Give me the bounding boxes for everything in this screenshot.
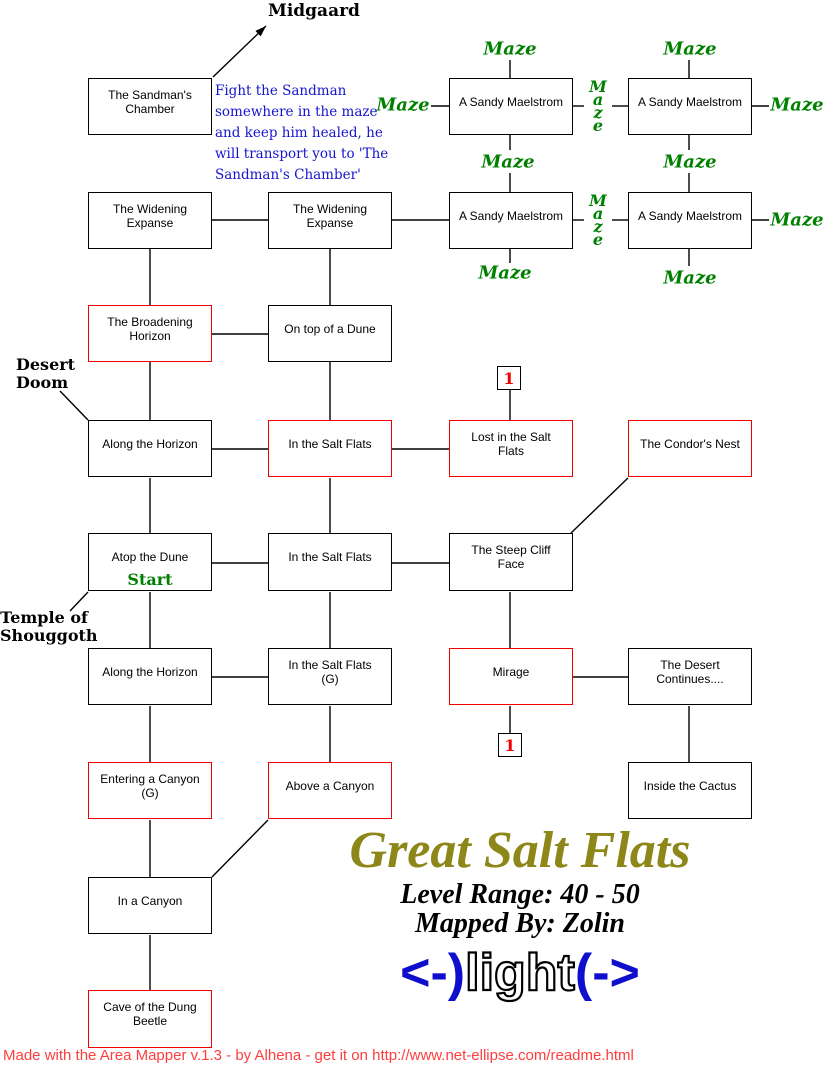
room-in-the-salt-flats-1: In the Salt Flats bbox=[268, 420, 392, 477]
connector-line bbox=[69, 591, 89, 612]
desert-doom-line1: Desert bbox=[16, 355, 76, 374]
room-sandy-maelstrom-3: A Sandy Maelstrom bbox=[449, 192, 573, 249]
desert-doom-label: Desert Doom bbox=[16, 356, 75, 392]
maze-label: Maze bbox=[478, 262, 532, 284]
room-in-a-canyon: In a Canyon bbox=[88, 877, 212, 934]
room-sandy-maelstrom-1: A Sandy Maelstrom bbox=[449, 78, 573, 135]
start-label: Start bbox=[127, 570, 173, 589]
room-label: The Broadening Horizon bbox=[107, 315, 193, 343]
room-in-the-salt-flats-g: In the Salt Flats (G) bbox=[268, 648, 392, 705]
maze-label: M a z e bbox=[589, 191, 607, 249]
room-steep-cliff-face: The Steep Cliff Face bbox=[449, 533, 573, 591]
room-label: A Sandy Maelstrom bbox=[637, 209, 743, 223]
mapped-by-label: Mapped By: Zolin bbox=[415, 908, 625, 939]
room-widening-expanse-2: The Widening Expanse bbox=[268, 192, 392, 249]
room-label: The Widening Expanse bbox=[112, 202, 188, 230]
room-condors-nest: The Condor's Nest bbox=[628, 420, 752, 477]
room-label: Along the Horizon bbox=[102, 665, 198, 679]
note-line: somewhere in the maze bbox=[215, 104, 378, 120]
room-label: In the Salt Flats (G) bbox=[288, 658, 372, 686]
logo-left-bracket: <-) bbox=[400, 944, 466, 1002]
room-label: The Widening Expanse bbox=[292, 202, 368, 230]
midgaard-arrow bbox=[212, 25, 267, 78]
room-on-top-of-a-dune: On top of a Dune bbox=[268, 305, 392, 362]
maze-label: Maze bbox=[663, 267, 717, 289]
room-sandy-maelstrom-4: A Sandy Maelstrom bbox=[628, 192, 752, 249]
room-label: The Steep Cliff Face bbox=[471, 543, 551, 571]
room-label: Mirage bbox=[492, 665, 530, 679]
room-label: Entering a Canyon (G) bbox=[100, 772, 200, 800]
room-desert-continues: The Desert Continues.... bbox=[628, 648, 752, 705]
room-label: Atop the Dune bbox=[111, 550, 189, 564]
room-label: On top of a Dune bbox=[284, 322, 376, 336]
maze-label: M a z e bbox=[589, 77, 607, 135]
room-label: The Desert Continues.... bbox=[656, 658, 724, 686]
temple-of-shouggoth-label: Temple of Shouggoth bbox=[0, 608, 98, 645]
room-label: In the Salt Flats bbox=[288, 550, 372, 564]
note-line: and keep him healed, he bbox=[215, 125, 383, 141]
mapper-credit-text: Made with the Area Mapper v.1.3 - by Alh… bbox=[3, 1047, 634, 1064]
note-line: will transport you to 'The bbox=[215, 146, 389, 162]
room-label: A Sandy Maelstrom bbox=[637, 95, 743, 109]
temple-line2: Shouggoth bbox=[0, 626, 98, 645]
room-label: In the Salt Flats bbox=[288, 437, 372, 451]
maze-label: Maze bbox=[770, 209, 824, 231]
midgaard-label: Midgaard bbox=[268, 1, 360, 21]
title-block: Great Salt Flats Level Range: 40 - 50 Ma… bbox=[210, 822, 830, 1003]
room-label: A Sandy Maelstrom bbox=[458, 95, 564, 109]
room-broadening-horizon: The Broadening Horizon bbox=[88, 305, 212, 362]
light-logo: <-)light(-> bbox=[210, 943, 830, 1003]
room-mirage: Mirage bbox=[449, 648, 573, 705]
marker-1: 1 bbox=[497, 366, 521, 390]
midgaard-arrowhead bbox=[255, 26, 266, 37]
room-entering-a-canyon-g: Entering a Canyon (G) bbox=[88, 762, 212, 819]
temple-line1: Temple of bbox=[0, 608, 88, 627]
room-label: Inside the Cactus bbox=[643, 779, 737, 793]
room-label: Along the Horizon bbox=[102, 437, 198, 451]
note-line: Fight the Sandman bbox=[215, 83, 347, 99]
maze-label: Maze bbox=[481, 151, 535, 173]
maze-label: Maze bbox=[663, 151, 717, 173]
logo-light-text: light bbox=[464, 943, 576, 1003]
page-title: Great Salt Flats bbox=[349, 822, 691, 879]
room-label: Cave of the Dung Beetle bbox=[103, 1000, 197, 1028]
room-sandy-maelstrom-2: A Sandy Maelstrom bbox=[628, 78, 752, 135]
room-label: The Sandman's Chamber bbox=[108, 88, 192, 116]
room-inside-the-cactus: Inside the Cactus bbox=[628, 762, 752, 819]
maze-label: Maze bbox=[770, 94, 824, 116]
desert-doom-line2: Doom bbox=[16, 373, 69, 392]
sandman-note: Fight the Sandman somewhere in the maze … bbox=[215, 81, 388, 186]
room-label: Above a Canyon bbox=[285, 779, 375, 793]
room-atop-the-dune: Atop the Dune Start bbox=[88, 533, 212, 591]
connector-line bbox=[570, 477, 629, 534]
logo-right-bracket: (-> bbox=[574, 944, 640, 1002]
connector-line bbox=[211, 819, 269, 878]
room-label: The Condor's Nest bbox=[640, 437, 740, 451]
connector-line bbox=[59, 390, 89, 421]
room-label: A Sandy Maelstrom bbox=[458, 209, 564, 223]
maze-label: Maze bbox=[483, 38, 537, 60]
room-along-the-horizon-2: Along the Horizon bbox=[88, 648, 212, 705]
room-along-the-horizon-1: Along the Horizon bbox=[88, 420, 212, 477]
room-sandmans-chamber: The Sandman's Chamber bbox=[88, 78, 212, 135]
note-line: Sandman's Chamber' bbox=[215, 167, 361, 183]
maze-label: Maze bbox=[376, 94, 430, 116]
room-lost-in-salt-flats: Lost in the Salt Flats bbox=[449, 420, 573, 477]
room-above-a-canyon: Above a Canyon bbox=[268, 762, 392, 819]
room-in-the-salt-flats-2: In the Salt Flats bbox=[268, 533, 392, 591]
marker-1: 1 bbox=[498, 733, 522, 757]
room-label: In a Canyon bbox=[117, 894, 183, 908]
level-range-label: Level Range: 40 - 50 bbox=[400, 879, 640, 910]
room-label: Lost in the Salt Flats bbox=[471, 430, 551, 458]
maze-label: Maze bbox=[663, 38, 717, 60]
room-cave-of-dung-beetle: Cave of the Dung Beetle bbox=[88, 990, 212, 1048]
room-widening-expanse-1: The Widening Expanse bbox=[88, 192, 212, 249]
